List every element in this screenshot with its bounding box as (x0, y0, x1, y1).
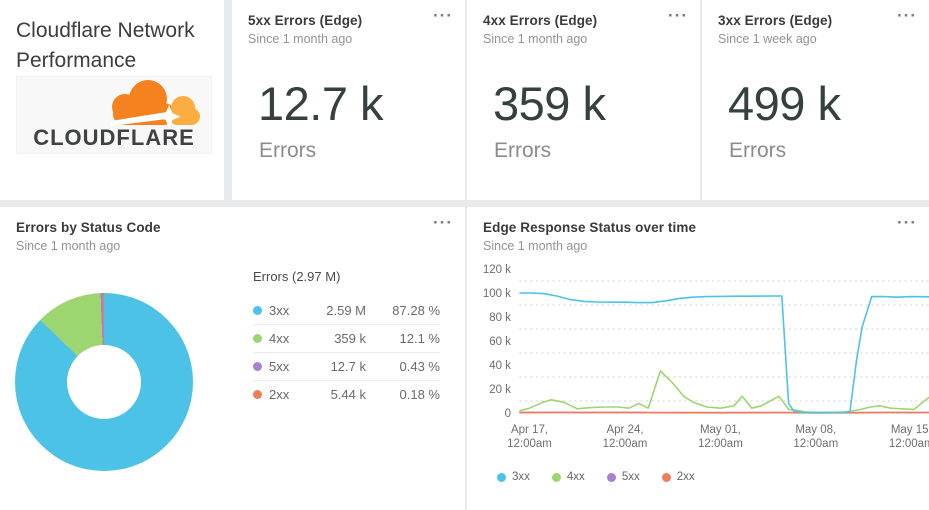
svg-text:12:00am: 12:00am (793, 438, 838, 450)
svg-text:Apr 17,: Apr 17, (511, 424, 548, 436)
svg-text:May 01,: May 01, (700, 424, 741, 436)
card-title: 3xx Errors (Edge) (718, 13, 833, 28)
legend-label: 4xx (269, 331, 290, 346)
stat-value: 12.7 k (258, 77, 384, 130)
menu-button[interactable]: ··· (433, 213, 453, 233)
ellipsis-icon: ··· (433, 213, 453, 232)
legend-dot (253, 362, 262, 371)
timeseries-legend: 3xx 4xx 5xx 2xx (497, 471, 929, 483)
stat-value: 359 k (493, 77, 606, 130)
legend-dot (497, 472, 506, 482)
legend-label: 5xx (621, 471, 640, 483)
stat-unit: Errors (259, 139, 317, 162)
legend-value: 5.44 k (330, 387, 366, 402)
svg-text:Apr 24,: Apr 24, (606, 424, 643, 436)
card-subtitle: Since 1 week ago (718, 32, 817, 46)
menu-button[interactable]: ··· (668, 6, 688, 26)
svg-text:12:00am: 12:00am (603, 438, 648, 450)
page-title: Cloudflare Network Performance (16, 19, 195, 72)
menu-button[interactable]: ··· (433, 6, 453, 26)
legend-item-3xx[interactable]: 3xx (497, 471, 530, 483)
ellipsis-icon: ··· (897, 6, 917, 25)
logo-wordmark: CLOUDFLARE (33, 125, 195, 150)
legend-label: 3xx (269, 302, 290, 318)
legend-value: 2.59 M (326, 302, 366, 318)
stat-card-3xx: 3xx Errors (Edge) Since 1 week ago ··· 4… (702, 0, 929, 200)
cloud-icon (17, 77, 211, 127)
card-title: 4xx Errors (Edge) (483, 13, 598, 28)
legend-row-3xx[interactable]: 3xx 2.59 M 87.28 % (253, 296, 440, 324)
legend-dot (253, 390, 262, 399)
svg-text:20 k: 20 k (489, 384, 511, 396)
menu-button[interactable]: ··· (897, 213, 917, 233)
card-subtitle: Since 1 month ago (483, 239, 588, 253)
legend-row-2xx[interactable]: 2xx 5.44 k 0.18 % (253, 380, 440, 408)
stat-card-5xx: 5xx Errors (Edge) Since 1 month ago ··· … (232, 0, 465, 200)
svg-text:12:00am: 12:00am (698, 438, 743, 450)
legend-title: Errors (2.97 M) (253, 269, 341, 284)
card-subtitle: Since 1 month ago (16, 239, 121, 253)
legend-item-2xx[interactable]: 2xx (661, 471, 695, 483)
legend-percent: 87.28 % (392, 302, 440, 318)
stat-value: 499 k (728, 77, 841, 130)
svg-text:0: 0 (505, 408, 511, 420)
legend-dot (253, 305, 262, 315)
svg-text:40 k: 40 k (489, 360, 511, 372)
card-title: Edge Response Status over time (483, 220, 697, 235)
legend-dot (661, 472, 671, 482)
legend-row-5xx[interactable]: 5xx 12.7 k 0.43 % (253, 352, 440, 380)
legend-percent: 0.18 % (399, 387, 440, 402)
svg-text:12:00am: 12:00am (507, 438, 552, 450)
title-card: Cloudflare Network Performance CLOUDFLAR… (0, 0, 224, 200)
card-title: Errors by Status Code (16, 220, 161, 235)
legend-percent: 0.43 % (399, 359, 440, 374)
legend-label: 3xx (512, 471, 530, 483)
stat-card-4xx: 4xx Errors (Edge) Since 1 month ago ··· … (467, 0, 700, 200)
card-subtitle: Since 1 month ago (483, 32, 588, 46)
svg-text:60 k: 60 k (489, 336, 511, 348)
legend-label: 4xx (566, 471, 585, 483)
legend-percent: 12.1 % (399, 331, 440, 346)
ellipsis-icon: ··· (897, 213, 917, 232)
donut-card: Errors by Status Code Since 1 month ago … (0, 207, 465, 510)
legend-value: 12.7 k (330, 359, 366, 374)
svg-text:120 k: 120 k (483, 264, 511, 276)
svg-text:80 k: 80 k (489, 312, 511, 324)
legend-value: 359 k (334, 331, 366, 346)
ellipsis-icon: ··· (668, 6, 688, 25)
legend-item-4xx[interactable]: 4xx (551, 471, 585, 483)
card-subtitle: Since 1 month ago (248, 32, 353, 46)
cloudflare-logo: CLOUDFLARE (16, 76, 212, 154)
ellipsis-icon: ··· (433, 6, 453, 25)
legend-dot (551, 472, 561, 482)
svg-text:May 15,: May 15, (891, 424, 929, 436)
legend-dot (253, 334, 262, 343)
legend-item-5xx[interactable]: 5xx (606, 471, 640, 483)
donut-chart[interactable] (15, 293, 193, 471)
legend-label: 2xx (676, 471, 695, 483)
legend-dot (606, 472, 616, 482)
svg-text:100 k: 100 k (483, 288, 511, 300)
legend-label: 5xx (269, 359, 290, 374)
svg-text:12:00am: 12:00am (889, 438, 929, 450)
legend-label: 2xx (269, 387, 290, 402)
stat-unit: Errors (494, 139, 552, 162)
legend-row-4xx[interactable]: 4xx 359 k 12.1 % (253, 324, 440, 352)
svg-text:May 08,: May 08, (795, 424, 836, 436)
card-title: 5xx Errors (Edge) (248, 13, 363, 28)
timeseries-card: Edge Response Status over time Since 1 m… (467, 207, 929, 510)
legend-table: Errors (2.97 M) 3xx 2.59 M 87.28 % 4xx 3… (253, 269, 440, 408)
menu-button[interactable]: ··· (897, 6, 917, 26)
stat-unit: Errors (729, 139, 787, 162)
